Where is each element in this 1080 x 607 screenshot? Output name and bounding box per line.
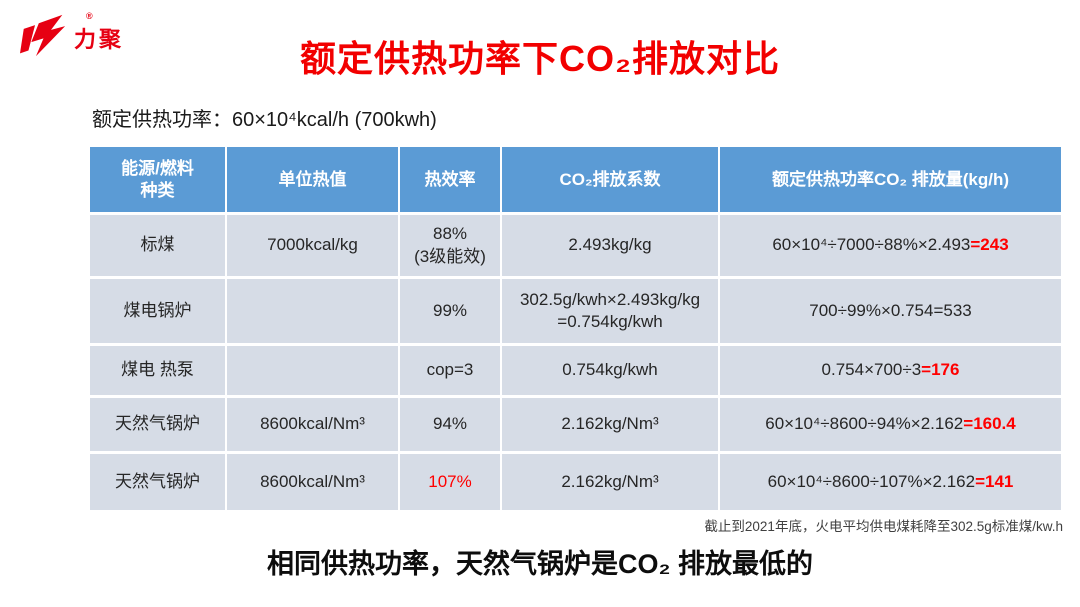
conclusion-statement: 相同供热功率，天然气锅炉是CO₂ 排放最低的 — [267, 549, 813, 579]
formula-text: 700÷99%×0.754=533 — [809, 300, 972, 320]
table-header-row: 能源/燃料 种类 单位热值 热效率 CO₂排放系数 额定供热功率CO₂ 排放量(… — [90, 147, 1061, 212]
table-row-gas-boiler-107: 天然气锅炉 8600kcal/Nm³ 107% 2.162kg/Nm³ 60×1… — [90, 454, 1061, 510]
cell-energy-type: 煤电锅炉 — [90, 279, 225, 343]
cell-heat-value — [227, 346, 398, 395]
table-row-standard-coal: 标煤 7000kcal/kg 88% (3级能效) 2.493kg/kg 60×… — [90, 215, 1061, 276]
cell-efficiency: 88% (3级能效) — [400, 215, 500, 276]
col-header-heat-value: 单位热值 — [227, 147, 398, 212]
cell-coefficient: 2.162kg/Nm³ — [502, 454, 718, 510]
cell-emission-formula: 60×10⁴÷8600÷107%×2.162=141 — [720, 454, 1061, 510]
formula-text: 60×10⁴÷8600÷94%×2.162 — [765, 414, 964, 434]
brand-logo: ® 力聚 — [20, 11, 125, 58]
page-title: 额定供热功率下CO₂排放对比 — [300, 38, 780, 79]
formula-result: =160.4 — [963, 414, 1016, 434]
table-row-coal-electric-heat-pump: 煤电 热泵 cop=3 0.754kg/kwh 0.754×700÷3=176 — [90, 346, 1061, 395]
cell-heat-value: 8600kcal/Nm³ — [227, 454, 398, 510]
cell-efficiency: cop=3 — [400, 346, 500, 395]
cell-efficiency: 107% — [400, 454, 500, 510]
cell-efficiency: 99% — [400, 279, 500, 343]
cell-energy-type: 标煤 — [90, 215, 225, 276]
cell-emission-formula: 60×10⁴÷7000÷88%×2.493=243 — [720, 215, 1061, 276]
cell-heat-value: 8600kcal/Nm³ — [227, 398, 398, 451]
co2-comparison-table: 能源/燃料 种类 单位热值 热效率 CO₂排放系数 额定供热功率CO₂ 排放量(… — [88, 144, 1063, 513]
formula-text: 0.754×700÷3 — [821, 360, 922, 380]
cell-energy-type: 煤电 热泵 — [90, 346, 225, 395]
table-row-gas-boiler-94: 天然气锅炉 8600kcal/Nm³ 94% 2.162kg/Nm³ 60×10… — [90, 398, 1061, 451]
lightning-bolt-icon — [20, 13, 67, 58]
cell-heat-value — [227, 279, 398, 343]
cell-energy-type: 天然气锅炉 — [90, 454, 225, 510]
col-header-efficiency: 热效率 — [400, 147, 500, 212]
registered-mark: ® — [86, 11, 93, 21]
formula-result: =141 — [975, 471, 1014, 491]
cell-coefficient: 302.5g/kwh×2.493kg/kg =0.754kg/kwh — [502, 279, 718, 343]
cell-energy-type: 天然气锅炉 — [90, 398, 225, 451]
cell-coefficient: 0.754kg/kwh — [502, 346, 718, 395]
cell-emission-formula: 700÷99%×0.754=533 — [720, 279, 1061, 343]
formula-result: =176 — [921, 360, 960, 380]
footnote-text: 截止到2021年底，火电平均供电煤耗降至302.5g标准煤/kw.h — [704, 519, 1063, 534]
col-header-co2-emission: 额定供热功率CO₂ 排放量(kg/h) — [720, 147, 1061, 212]
col-header-co2-coefficient: CO₂排放系数 — [502, 147, 718, 212]
cell-emission-formula: 0.754×700÷3=176 — [720, 346, 1061, 395]
formula-text: 60×10⁴÷7000÷88%×2.493 — [772, 235, 971, 255]
cell-efficiency: 94% — [400, 398, 500, 451]
formula-result: =243 — [970, 235, 1009, 255]
brand-name: 力聚 — [74, 27, 125, 52]
cell-coefficient: 2.493kg/kg — [502, 215, 718, 276]
cell-emission-formula: 60×10⁴÷8600÷94%×2.162=160.4 — [720, 398, 1061, 451]
col-header-energy-type: 能源/燃料 种类 — [90, 147, 225, 212]
table-row-coal-electric-boiler: 煤电锅炉 99% 302.5g/kwh×2.493kg/kg =0.754kg/… — [90, 279, 1061, 343]
cell-coefficient: 2.162kg/Nm³ — [502, 398, 718, 451]
formula-text: 60×10⁴÷8600÷107%×2.162 — [767, 471, 976, 491]
rated-power-subtitle: 额定供热功率：60×10⁴kcal/h (700kwh) — [92, 109, 437, 131]
cell-heat-value: 7000kcal/kg — [227, 215, 398, 276]
